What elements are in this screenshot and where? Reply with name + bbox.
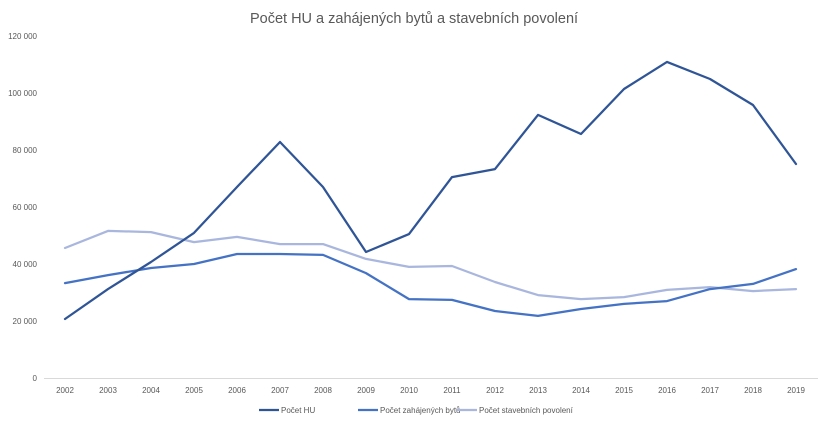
x-tick-label: 2008 [314,386,332,395]
y-tick-label: 40 000 [13,260,38,269]
y-tick-label: 0 [33,374,38,383]
plot-area [63,60,798,321]
x-tick-label: 2018 [744,386,762,395]
x-tick-label: 2004 [142,386,160,395]
y-axis: 0 20 000 40 000 60 000 80 000 100 000 120 000 [8,32,37,383]
x-tick-label: 2015 [615,386,633,395]
x-tick-label: 2017 [701,386,719,395]
x-tick-label: 2010 [400,386,418,395]
chart-title: Počet HU a zahájených bytů a stavebních … [250,11,578,27]
y-tick-label: 20 000 [13,317,38,326]
x-tick-label: 2005 [185,386,203,395]
legend-label: Počet HU [281,406,315,415]
x-tick-label: 2003 [99,386,117,395]
y-tick-label: 100 000 [8,89,37,98]
y-tick-label: 80 000 [13,146,38,155]
legend-label: Počet zahájených bytů [380,406,461,415]
y-tick-label: 120 000 [8,32,37,41]
x-tick-label: 2002 [56,386,74,395]
x-tick-label: 2013 [529,386,547,395]
x-tick-label: 2016 [658,386,676,395]
x-tick-label: 2014 [572,386,590,395]
x-tick-label: 2012 [486,386,504,395]
x-tick-label: 2011 [443,386,461,395]
series-line-2 [63,252,798,318]
x-tick-label: 2007 [271,386,289,395]
x-tick-label: 2009 [357,386,375,395]
x-axis: 2002 2003 2004 2005 2006 2007 2008 2009 2010 2011… [56,386,805,395]
x-tick-label: 2019 [787,386,805,395]
legend: Počet HU Počet zahájených bytů Počet stave… [259,406,574,415]
y-tick-label: 60 000 [13,203,38,212]
series-line-1 [63,60,798,321]
legend-label: Počet stavebních povolení [479,406,574,415]
x-tick-label: 2006 [228,386,246,395]
series-line-3 [63,229,798,301]
